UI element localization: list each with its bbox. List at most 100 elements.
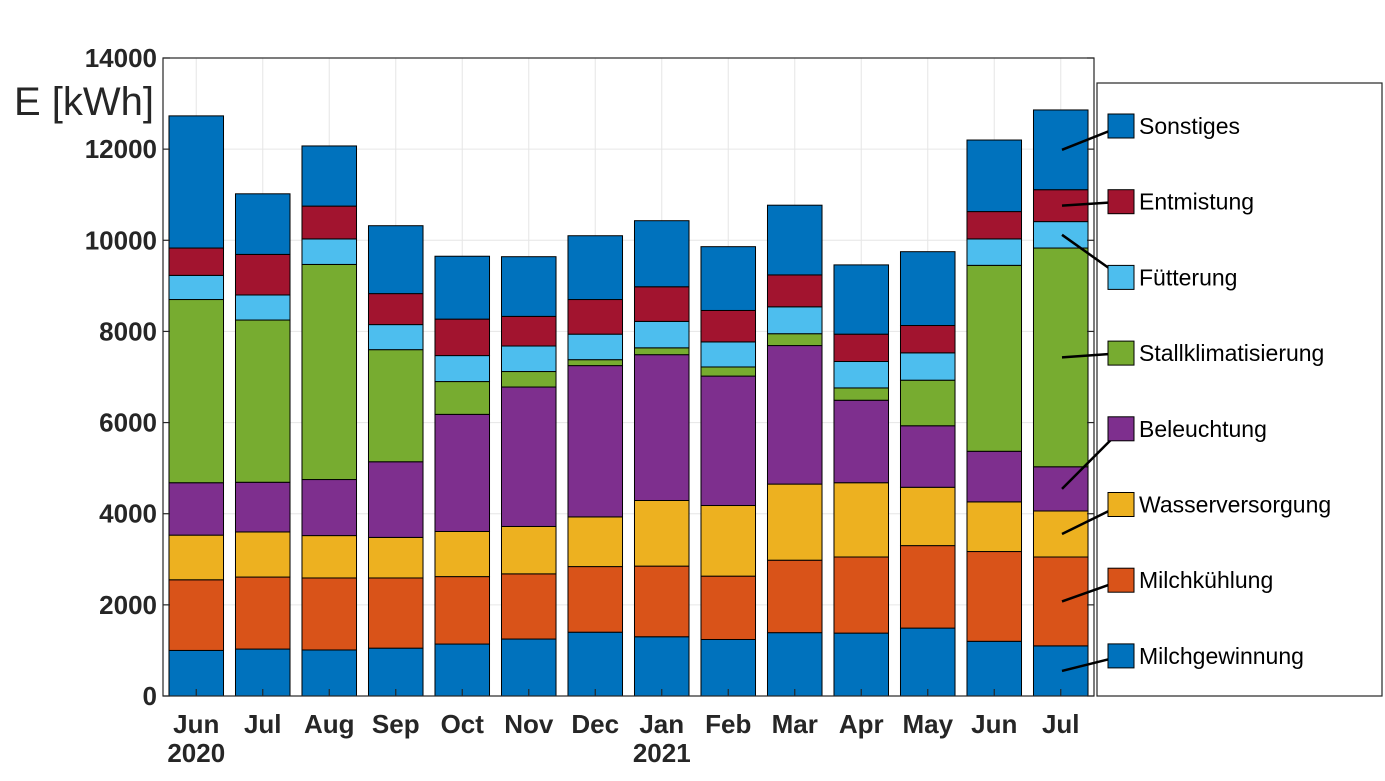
bar-segment <box>234 531 291 578</box>
bar-segment <box>1032 109 1089 191</box>
y-tick-label: 4000 <box>99 499 157 529</box>
bar-segment <box>833 361 890 389</box>
bar-segment <box>1032 466 1089 512</box>
legend-label: Entmistung <box>1139 189 1254 215</box>
bar-segment <box>899 545 956 629</box>
bar-segment <box>966 238 1023 266</box>
bar-segment <box>899 325 956 354</box>
legend-label: Milchkühlung <box>1139 567 1273 593</box>
bar-stacks <box>168 109 1089 697</box>
bar-segment <box>633 565 690 638</box>
bar-segment <box>700 575 757 640</box>
x-tick-label: Jan <box>639 709 684 739</box>
bar-segment <box>301 577 358 651</box>
bar-segment <box>700 246 757 311</box>
bar-segment <box>966 139 1023 213</box>
bar-segment <box>367 225 424 295</box>
bar-segment <box>966 450 1023 503</box>
bar-segment <box>766 333 823 347</box>
bar-segment <box>301 263 358 481</box>
bar-segment <box>766 306 823 335</box>
bar-segment <box>766 274 823 308</box>
bar-segment <box>434 381 491 415</box>
y-axis-ticks: 0 2000 4000 6000 8000 10000 12000 14000 <box>85 43 1094 711</box>
bar-segment <box>633 220 690 288</box>
bar-segment <box>833 399 890 484</box>
bar-segment <box>700 505 757 577</box>
x-tick-label: Aug <box>304 709 355 739</box>
x-tick-label: Nov <box>504 709 554 739</box>
bar-segment <box>766 559 823 634</box>
bar-segment <box>301 535 358 579</box>
legend-label: Milchgewinnung <box>1139 643 1304 669</box>
y-tick-label: 2000 <box>99 590 157 620</box>
bar-segment <box>833 482 890 558</box>
bar-segment <box>1032 556 1089 647</box>
legend-swatch <box>1107 113 1135 139</box>
bar-segment <box>633 347 690 356</box>
bar-segment <box>500 638 557 697</box>
y-axis-label: E [kWh] <box>14 80 154 124</box>
bar-segment <box>899 379 956 427</box>
bar-segment <box>700 309 757 343</box>
bar-segment <box>567 516 624 568</box>
y-tick-label: 12000 <box>85 134 157 164</box>
bar-segment <box>301 238 358 265</box>
legend-swatch <box>1107 492 1135 517</box>
bar-segment <box>899 425 956 488</box>
legend: Sonstiges Entmistung Fütterung Stallklimati… <box>1061 82 1383 697</box>
bar-segment <box>899 352 956 381</box>
legend-label: Beleuchtung <box>1139 416 1267 442</box>
bar-segment <box>966 640 1023 697</box>
bar-segment <box>367 461 424 538</box>
bar-segment <box>833 264 890 335</box>
bar-segment <box>500 386 557 527</box>
legend-label: Wasserversorgung <box>1139 492 1331 518</box>
x-tick-label: Sep <box>372 709 420 739</box>
bar-segment <box>567 365 624 518</box>
y-tick-label: 6000 <box>99 408 157 438</box>
bar-segment <box>168 274 225 301</box>
x-tick-label: Feb <box>705 709 751 739</box>
legend-box <box>1096 82 1383 697</box>
bar-segment <box>500 573 557 640</box>
legend-swatch <box>1107 264 1135 290</box>
bar-segment <box>567 566 624 633</box>
bar-segment <box>434 643 491 697</box>
bar-segment <box>367 577 424 649</box>
bar-segment <box>234 648 291 697</box>
bar-segment <box>700 638 757 697</box>
bar-segment <box>301 145 358 207</box>
bar-segment <box>168 247 225 276</box>
bar-segment <box>168 482 225 536</box>
legend-label: Sonstiges <box>1139 113 1240 139</box>
bar-segment <box>766 632 823 697</box>
bar-segment <box>833 556 890 634</box>
bar-segment <box>234 481 291 533</box>
bar-segment <box>234 193 291 255</box>
bar-segment <box>434 255 491 320</box>
bar-segment <box>899 627 956 697</box>
bar-segment <box>234 319 291 483</box>
x-tick-label: Apr <box>839 709 884 739</box>
bar-segment <box>633 286 690 322</box>
bar-segment <box>567 333 624 361</box>
bar-segment <box>168 299 225 484</box>
bar-segment <box>567 235 624 301</box>
bar-segment <box>500 256 557 317</box>
bar-segment <box>434 413 491 532</box>
y-tick-label: 14000 <box>85 43 157 73</box>
bar-segment <box>500 525 557 575</box>
bar-segment <box>899 251 956 327</box>
bar-segment <box>766 204 823 276</box>
legend-swatch <box>1107 567 1135 593</box>
x-tick-label: Jul <box>1042 709 1080 739</box>
legend-swatch <box>1107 340 1135 366</box>
bar-segment <box>966 501 1023 553</box>
bar-segment <box>766 483 823 561</box>
x-axis-ticks: Jun Jul Aug Sep Oct Nov Dec Jan Feb Mar Apr May Jun J… <box>167 689 1080 768</box>
bar-segment <box>1032 645 1089 697</box>
x-tick-label: Jul <box>244 709 282 739</box>
x-tick-label: Jun <box>173 709 219 739</box>
bar-segment <box>500 371 557 388</box>
